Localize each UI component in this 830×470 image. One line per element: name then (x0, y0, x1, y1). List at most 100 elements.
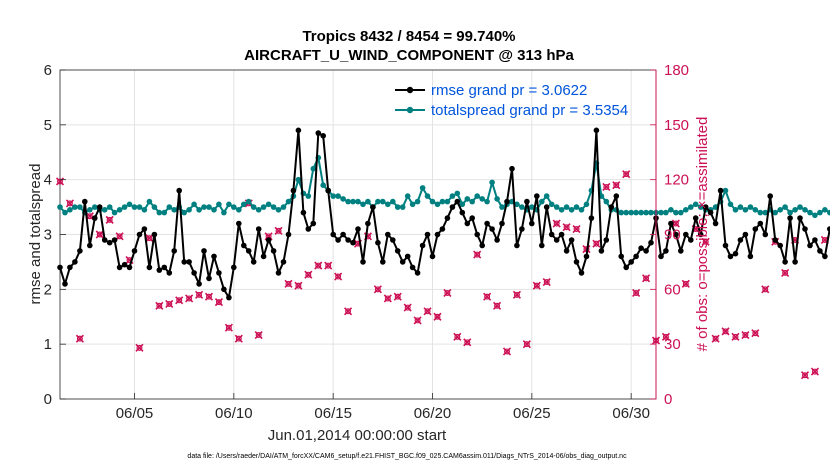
spread-point (191, 201, 197, 208)
spread-point (255, 207, 262, 213)
obs-marker (274, 226, 283, 235)
obs-marker-stroke (324, 261, 333, 270)
obs-marker-ring (494, 302, 501, 309)
rmse-point (330, 231, 337, 238)
rmse-point (459, 209, 466, 216)
obs-marker-ring (176, 297, 183, 304)
obs-marker-stroke (502, 347, 512, 356)
x-tick-label: 06/10 (215, 405, 253, 422)
x-axis-ticks: 06/05 06/10 06/15 06/20 06/25 06/30 (116, 393, 650, 422)
rmse-point (638, 245, 644, 251)
obs-marker (751, 329, 760, 338)
obs-marker-ring (474, 251, 481, 258)
obs-marker-stroke (254, 330, 263, 340)
obs-marker-stroke (304, 270, 313, 279)
rmse-point (226, 294, 232, 301)
rmse-point (96, 204, 103, 210)
spread-point (365, 198, 371, 205)
rmse-point (747, 253, 754, 260)
obs-marker-ring (643, 275, 650, 282)
rmse-point (280, 259, 287, 265)
spread-point (543, 193, 550, 199)
rmse-point (727, 253, 734, 260)
rmse-point (181, 259, 187, 265)
spread-point (260, 204, 267, 210)
obs-marker-ring (662, 333, 669, 340)
rmse-point (161, 264, 168, 271)
spread-point (578, 207, 585, 213)
obs-marker-ring (295, 282, 302, 289)
obs-marker (781, 268, 790, 277)
spread-point (529, 204, 535, 210)
obs-marker-ring (563, 224, 570, 231)
left-y-tick-label: 2 (44, 281, 52, 298)
rmse-point (812, 237, 818, 243)
rmse-point (678, 248, 684, 254)
spread-point (494, 196, 500, 202)
obs-marker-ring (504, 348, 511, 355)
obs-marker (195, 290, 204, 299)
spread-point (678, 209, 684, 216)
rmse-point (827, 226, 830, 232)
spread-point (310, 165, 317, 172)
spread-point (489, 179, 495, 186)
spread-point (394, 204, 401, 210)
spread-point (519, 204, 525, 210)
obs-marker (502, 347, 512, 356)
rmse-point (568, 237, 575, 243)
spread-point (782, 204, 788, 210)
spread-point (603, 198, 610, 205)
rmse-point (633, 253, 639, 260)
rmse-point (325, 187, 332, 194)
obs-marker (532, 281, 541, 290)
rmse-point (578, 270, 585, 276)
spread-point (355, 198, 361, 205)
legend: rmse grand pr = 3.0622 totalspread grand… (395, 82, 628, 119)
obs-marker-stroke (145, 234, 154, 243)
rmse-point (752, 226, 759, 232)
spread-point (618, 209, 624, 216)
rmse-point (469, 215, 476, 221)
obs-marker-ring (782, 269, 789, 276)
obs-marker-stroke (741, 330, 750, 340)
obs-marker (185, 294, 194, 303)
spread-point (72, 204, 78, 210)
x-axis-label: Jun.01,2014 00:00:00 start (268, 427, 447, 444)
obs-marker-ring (404, 304, 411, 311)
obs-marker-stroke (671, 219, 680, 228)
obs-marker-stroke (572, 224, 581, 234)
rmse-point (146, 264, 153, 271)
spread-point (62, 209, 68, 216)
obs-marker-stroke (204, 292, 214, 301)
spread-point (469, 198, 476, 205)
spread-point (87, 207, 93, 213)
obs-marker-ring (325, 262, 332, 269)
rmse-point (494, 237, 500, 243)
obs-marker (622, 170, 631, 179)
obs-marker (423, 307, 432, 316)
obs-marker-ring (66, 200, 73, 207)
spread-point (236, 207, 242, 213)
rmse-point (697, 231, 704, 238)
spread-point (777, 207, 783, 213)
rmse-point (305, 226, 312, 232)
obs-marker-ring (762, 286, 769, 293)
spread-point (444, 198, 451, 205)
obs-marker-ring (424, 308, 431, 315)
obs-marker (443, 288, 452, 298)
spread-point (673, 209, 679, 216)
obs-marker-stroke (781, 268, 790, 277)
obs-marker (761, 285, 770, 294)
obs-marker-ring (742, 332, 749, 339)
obs-marker (145, 234, 154, 243)
spread-point (121, 204, 128, 210)
spread-point (722, 187, 729, 194)
obs-marker-stroke (522, 340, 531, 349)
spread-point (270, 204, 277, 210)
spread-point (762, 209, 769, 216)
spread-point (454, 190, 461, 197)
spread-point (106, 204, 113, 210)
obs-marker (642, 274, 651, 283)
obs-marker (711, 334, 720, 343)
obs-marker-ring (811, 368, 818, 375)
